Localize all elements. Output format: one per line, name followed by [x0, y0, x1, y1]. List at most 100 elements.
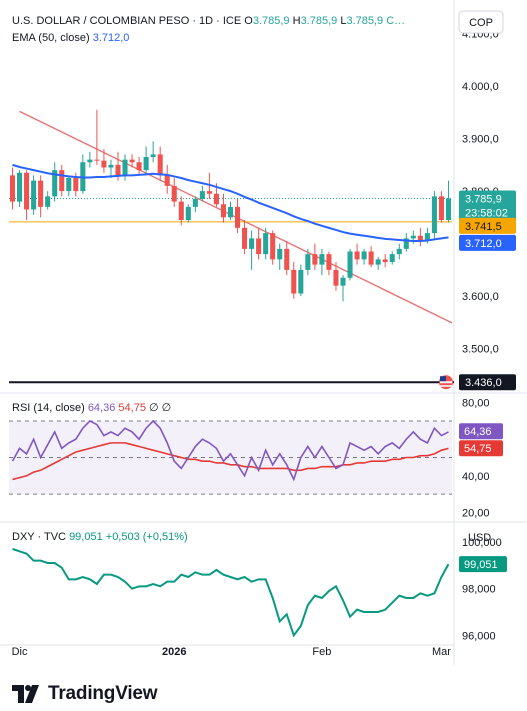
candle-body	[347, 251, 353, 278]
candle-body	[375, 259, 381, 265]
rsi-legend-label: RSI (14, close)	[12, 402, 88, 414]
price-tag-black-value: 3.436,0	[465, 377, 502, 389]
candle-body	[59, 170, 65, 192]
candle-body	[417, 235, 423, 241]
candle-body	[284, 248, 290, 270]
price-axis-tick: 4.000,0	[462, 81, 499, 93]
candle-body	[101, 160, 107, 168]
candle-body	[199, 191, 205, 199]
candle-body	[185, 206, 191, 220]
ema-line	[12, 163, 449, 242]
candle-body	[389, 254, 395, 262]
candle-body	[396, 248, 402, 255]
price-axis-tick: 3.500,0	[462, 344, 499, 356]
dxy-line	[12, 548, 450, 638]
candle-body	[438, 196, 444, 220]
price-axis-tick: 3.900,0	[462, 134, 499, 146]
candle-body	[31, 180, 37, 210]
dxy-legend-change: +0,503 (+0,51%)	[106, 531, 188, 543]
close-label: C…	[386, 15, 405, 27]
low-value: 3.785,9	[346, 15, 386, 27]
time-axis-tick: Dic	[12, 646, 28, 658]
rsi-legend-flags: ∅ ∅	[149, 402, 171, 414]
price-tag-ema-value: 3.712,0	[465, 238, 502, 250]
symbol-legend[interactable]: U.S. DOLLAR / COLOMBIAN PESO · 1D · ICE …	[12, 15, 405, 27]
currency-button[interactable]	[458, 10, 504, 34]
dxy-value-tag-text: 99,051	[464, 559, 498, 571]
price-tag-current-value: 3.785,9	[465, 194, 502, 206]
rsi-line	[11, 419, 449, 482]
candle-body	[108, 164, 114, 168]
candle-body	[73, 178, 79, 192]
candle-body	[333, 269, 339, 286]
ema-legend: EMA (50, close) 3.712,0	[12, 32, 129, 44]
open-value: 3.785,9	[253, 15, 293, 27]
candle-body	[403, 238, 409, 249]
candle-body	[340, 277, 346, 286]
rsi-value-tag	[459, 423, 503, 440]
candle-body	[157, 154, 163, 176]
candle-body	[45, 196, 51, 207]
rsi-axis-tick: 80,00	[462, 398, 490, 410]
candle-body	[9, 175, 16, 202]
candle-body	[66, 178, 72, 192]
rsi-axis-tick: 40,00	[462, 471, 490, 483]
dxy-legend-label: DXY · TVC	[12, 531, 69, 543]
candle-body	[256, 238, 262, 255]
price-tag-current	[459, 190, 516, 221]
us-flag-icon	[440, 385, 452, 387]
rsi-ma-value-tag-text: 54,75	[464, 443, 492, 455]
candle-body	[445, 198, 452, 220]
candle-body	[270, 233, 276, 260]
dxy-legend: DXY · TVC 99,051 +0,503 (+0,51%)	[12, 531, 188, 543]
candle-body	[150, 154, 156, 157]
candle-body	[17, 172, 23, 202]
rsi-ma-line	[12, 442, 449, 481]
candle-body	[235, 206, 241, 228]
candle-body	[129, 159, 135, 163]
symbol-title: U.S. DOLLAR / COLOMBIAN PESO · 1D · ICE	[12, 15, 244, 27]
tradingview-brand: TradingView	[48, 683, 158, 704]
tradingview-logo[interactable]: TradingView	[12, 683, 158, 705]
ema-legend-label: EMA (50, close)	[12, 32, 93, 44]
price-tag-countdown: 23:58:02	[465, 208, 508, 220]
candle-body	[424, 233, 430, 241]
dxy-value-tag	[459, 556, 507, 573]
dxy-axis-tick: 96,000	[462, 630, 496, 642]
candle-body	[87, 159, 93, 163]
candle-body	[213, 193, 219, 205]
candle-body	[115, 164, 121, 176]
price-axis-tick: 3.600,0	[462, 291, 499, 303]
candle-body	[192, 199, 198, 207]
ema-legend-value: 3.712,0	[93, 32, 130, 44]
time-axis-tick: Mar	[432, 646, 451, 658]
candle-body	[319, 254, 325, 265]
candle-body	[410, 235, 416, 239]
rsi-axis-tick: 20,00	[462, 507, 490, 519]
rsi-legend-value: 64,36	[88, 402, 119, 414]
candle-body	[242, 227, 248, 249]
candle-body	[136, 162, 142, 171]
candle-body	[206, 191, 212, 194]
candle-body	[263, 233, 269, 255]
rsi-ma-value-tag	[459, 440, 503, 457]
candle-body	[220, 204, 226, 218]
candle-body	[24, 172, 30, 210]
dxy-legend-value: 99,051	[69, 531, 106, 543]
us-flag-icon	[440, 376, 446, 382]
candle-body	[94, 159, 100, 161]
candle-body	[38, 180, 44, 207]
low-label: L	[340, 15, 346, 27]
price-tag-level-value: 3.741,5	[465, 221, 502, 233]
time-axis-tick: Feb	[312, 646, 331, 658]
candle-body	[122, 159, 128, 176]
rsi-value-tag-text: 64,36	[464, 426, 492, 438]
us-flag-icon	[440, 381, 452, 384]
open-label: O	[244, 15, 253, 27]
dxy-axis-tick: 98,000	[462, 584, 496, 596]
candle-body	[164, 175, 170, 186]
candle-body	[326, 254, 332, 270]
dxy-axis-tick: 100,000	[462, 537, 502, 549]
candle-body	[382, 259, 388, 262]
